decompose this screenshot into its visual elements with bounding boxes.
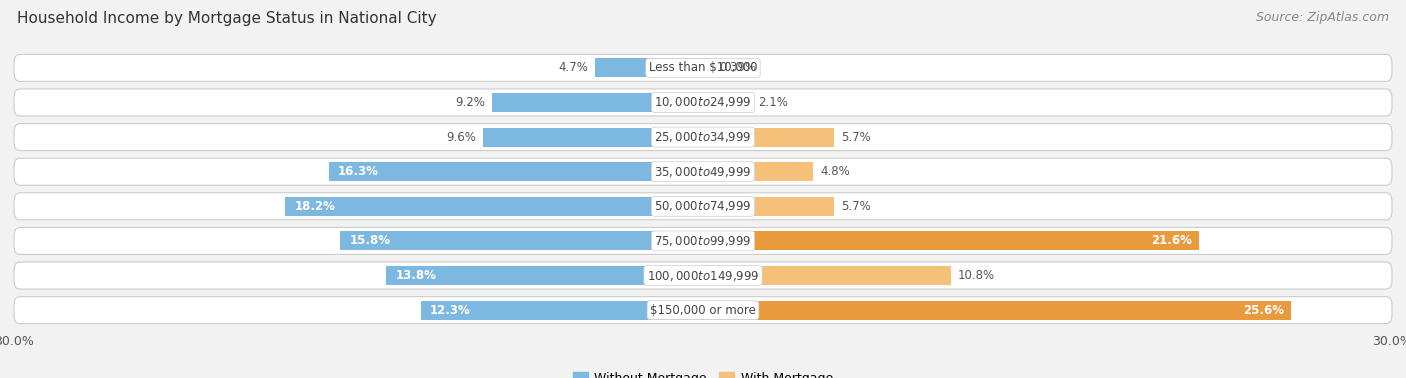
Text: 9.6%: 9.6%: [446, 130, 475, 144]
Text: Less than $10,000: Less than $10,000: [648, 61, 758, 74]
Bar: [703, 231, 1199, 251]
FancyBboxPatch shape: [14, 124, 1392, 150]
Text: 4.7%: 4.7%: [558, 61, 588, 74]
Bar: [595, 58, 703, 77]
Text: $35,000 to $49,999: $35,000 to $49,999: [654, 165, 752, 179]
Bar: [703, 93, 751, 112]
Text: 18.2%: 18.2%: [294, 200, 335, 213]
Text: 9.2%: 9.2%: [456, 96, 485, 109]
FancyBboxPatch shape: [14, 297, 1392, 324]
Bar: [340, 231, 703, 251]
Bar: [703, 197, 834, 216]
Text: 15.8%: 15.8%: [349, 234, 391, 248]
Text: 4.8%: 4.8%: [820, 165, 849, 178]
Text: 5.7%: 5.7%: [841, 130, 870, 144]
Text: $75,000 to $99,999: $75,000 to $99,999: [654, 234, 752, 248]
FancyBboxPatch shape: [14, 89, 1392, 116]
Text: 0.39%: 0.39%: [718, 61, 756, 74]
Bar: [285, 197, 703, 216]
Text: 13.8%: 13.8%: [395, 269, 436, 282]
Text: 5.7%: 5.7%: [841, 200, 870, 213]
Bar: [482, 127, 703, 147]
Legend: Without Mortgage, With Mortgage: Without Mortgage, With Mortgage: [568, 367, 838, 378]
Text: $10,000 to $24,999: $10,000 to $24,999: [654, 96, 752, 110]
Text: Source: ZipAtlas.com: Source: ZipAtlas.com: [1256, 11, 1389, 24]
FancyBboxPatch shape: [14, 54, 1392, 81]
FancyBboxPatch shape: [14, 262, 1392, 289]
Text: $50,000 to $74,999: $50,000 to $74,999: [654, 199, 752, 213]
Text: 21.6%: 21.6%: [1152, 234, 1192, 248]
Bar: [329, 162, 703, 181]
Text: 2.1%: 2.1%: [758, 96, 787, 109]
Bar: [492, 93, 703, 112]
Text: 16.3%: 16.3%: [337, 165, 378, 178]
FancyBboxPatch shape: [14, 228, 1392, 254]
Text: $150,000 or more: $150,000 or more: [650, 304, 756, 317]
Text: Household Income by Mortgage Status in National City: Household Income by Mortgage Status in N…: [17, 11, 436, 26]
Text: $25,000 to $34,999: $25,000 to $34,999: [654, 130, 752, 144]
Text: 12.3%: 12.3%: [430, 304, 471, 317]
Text: 10.8%: 10.8%: [957, 269, 995, 282]
Bar: [703, 266, 950, 285]
Bar: [420, 301, 703, 320]
Text: 25.6%: 25.6%: [1243, 304, 1284, 317]
Bar: [703, 301, 1291, 320]
Bar: [703, 162, 813, 181]
FancyBboxPatch shape: [14, 158, 1392, 185]
Bar: [387, 266, 703, 285]
Text: $100,000 to $149,999: $100,000 to $149,999: [647, 268, 759, 282]
Bar: [703, 127, 834, 147]
Bar: [703, 58, 711, 77]
FancyBboxPatch shape: [14, 193, 1392, 220]
